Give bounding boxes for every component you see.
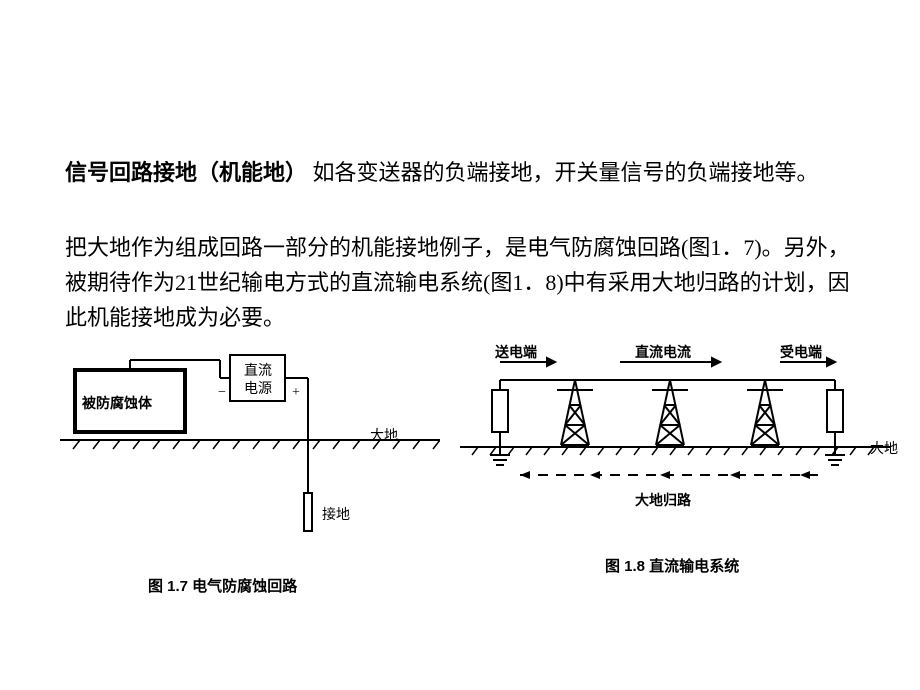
fig18-svg bbox=[460, 340, 890, 540]
fig18-ground-line-label: 大地 bbox=[870, 438, 898, 458]
fig17-protected-body-label: 被防腐蚀体 bbox=[82, 393, 152, 413]
fig17-minus: − bbox=[218, 385, 226, 401]
fig17-plus: + bbox=[292, 385, 300, 401]
fig17-dc-source-label-1: 直流 bbox=[244, 360, 272, 380]
fig17-caption: 图 1.7 电气防腐蚀回路 bbox=[148, 575, 297, 596]
fig18-send-label: 送电端 bbox=[495, 342, 537, 362]
fig18-dc-current-label: 直流电流 bbox=[635, 342, 691, 362]
fig17-earth-label: 接地 bbox=[322, 504, 350, 524]
heading-bold: 信号回路接地（机能地） bbox=[65, 160, 307, 185]
paragraph-1: 信号回路接地（机能地） 如各变送器的负端接地，开关量信号的负端接地等。 bbox=[65, 155, 865, 190]
fig18-caption: 图 1.8 直流输电系统 bbox=[605, 555, 739, 576]
fig17-ground-line-label: 大地 bbox=[370, 425, 398, 445]
fig17-dc-source-label-2: 电源 bbox=[244, 378, 272, 398]
para1-tail: 如各变送器的负端接地，开关量信号的负端接地等。 bbox=[307, 160, 819, 185]
fig18-recv-label: 受电端 bbox=[780, 342, 822, 362]
fig18-earth-return-label: 大地归路 bbox=[635, 490, 691, 510]
paragraph-2: 把大地作为组成回路一部分的机能接地例子，是电气防腐蚀回路(图1．7)。另外，被期… bbox=[65, 230, 870, 336]
